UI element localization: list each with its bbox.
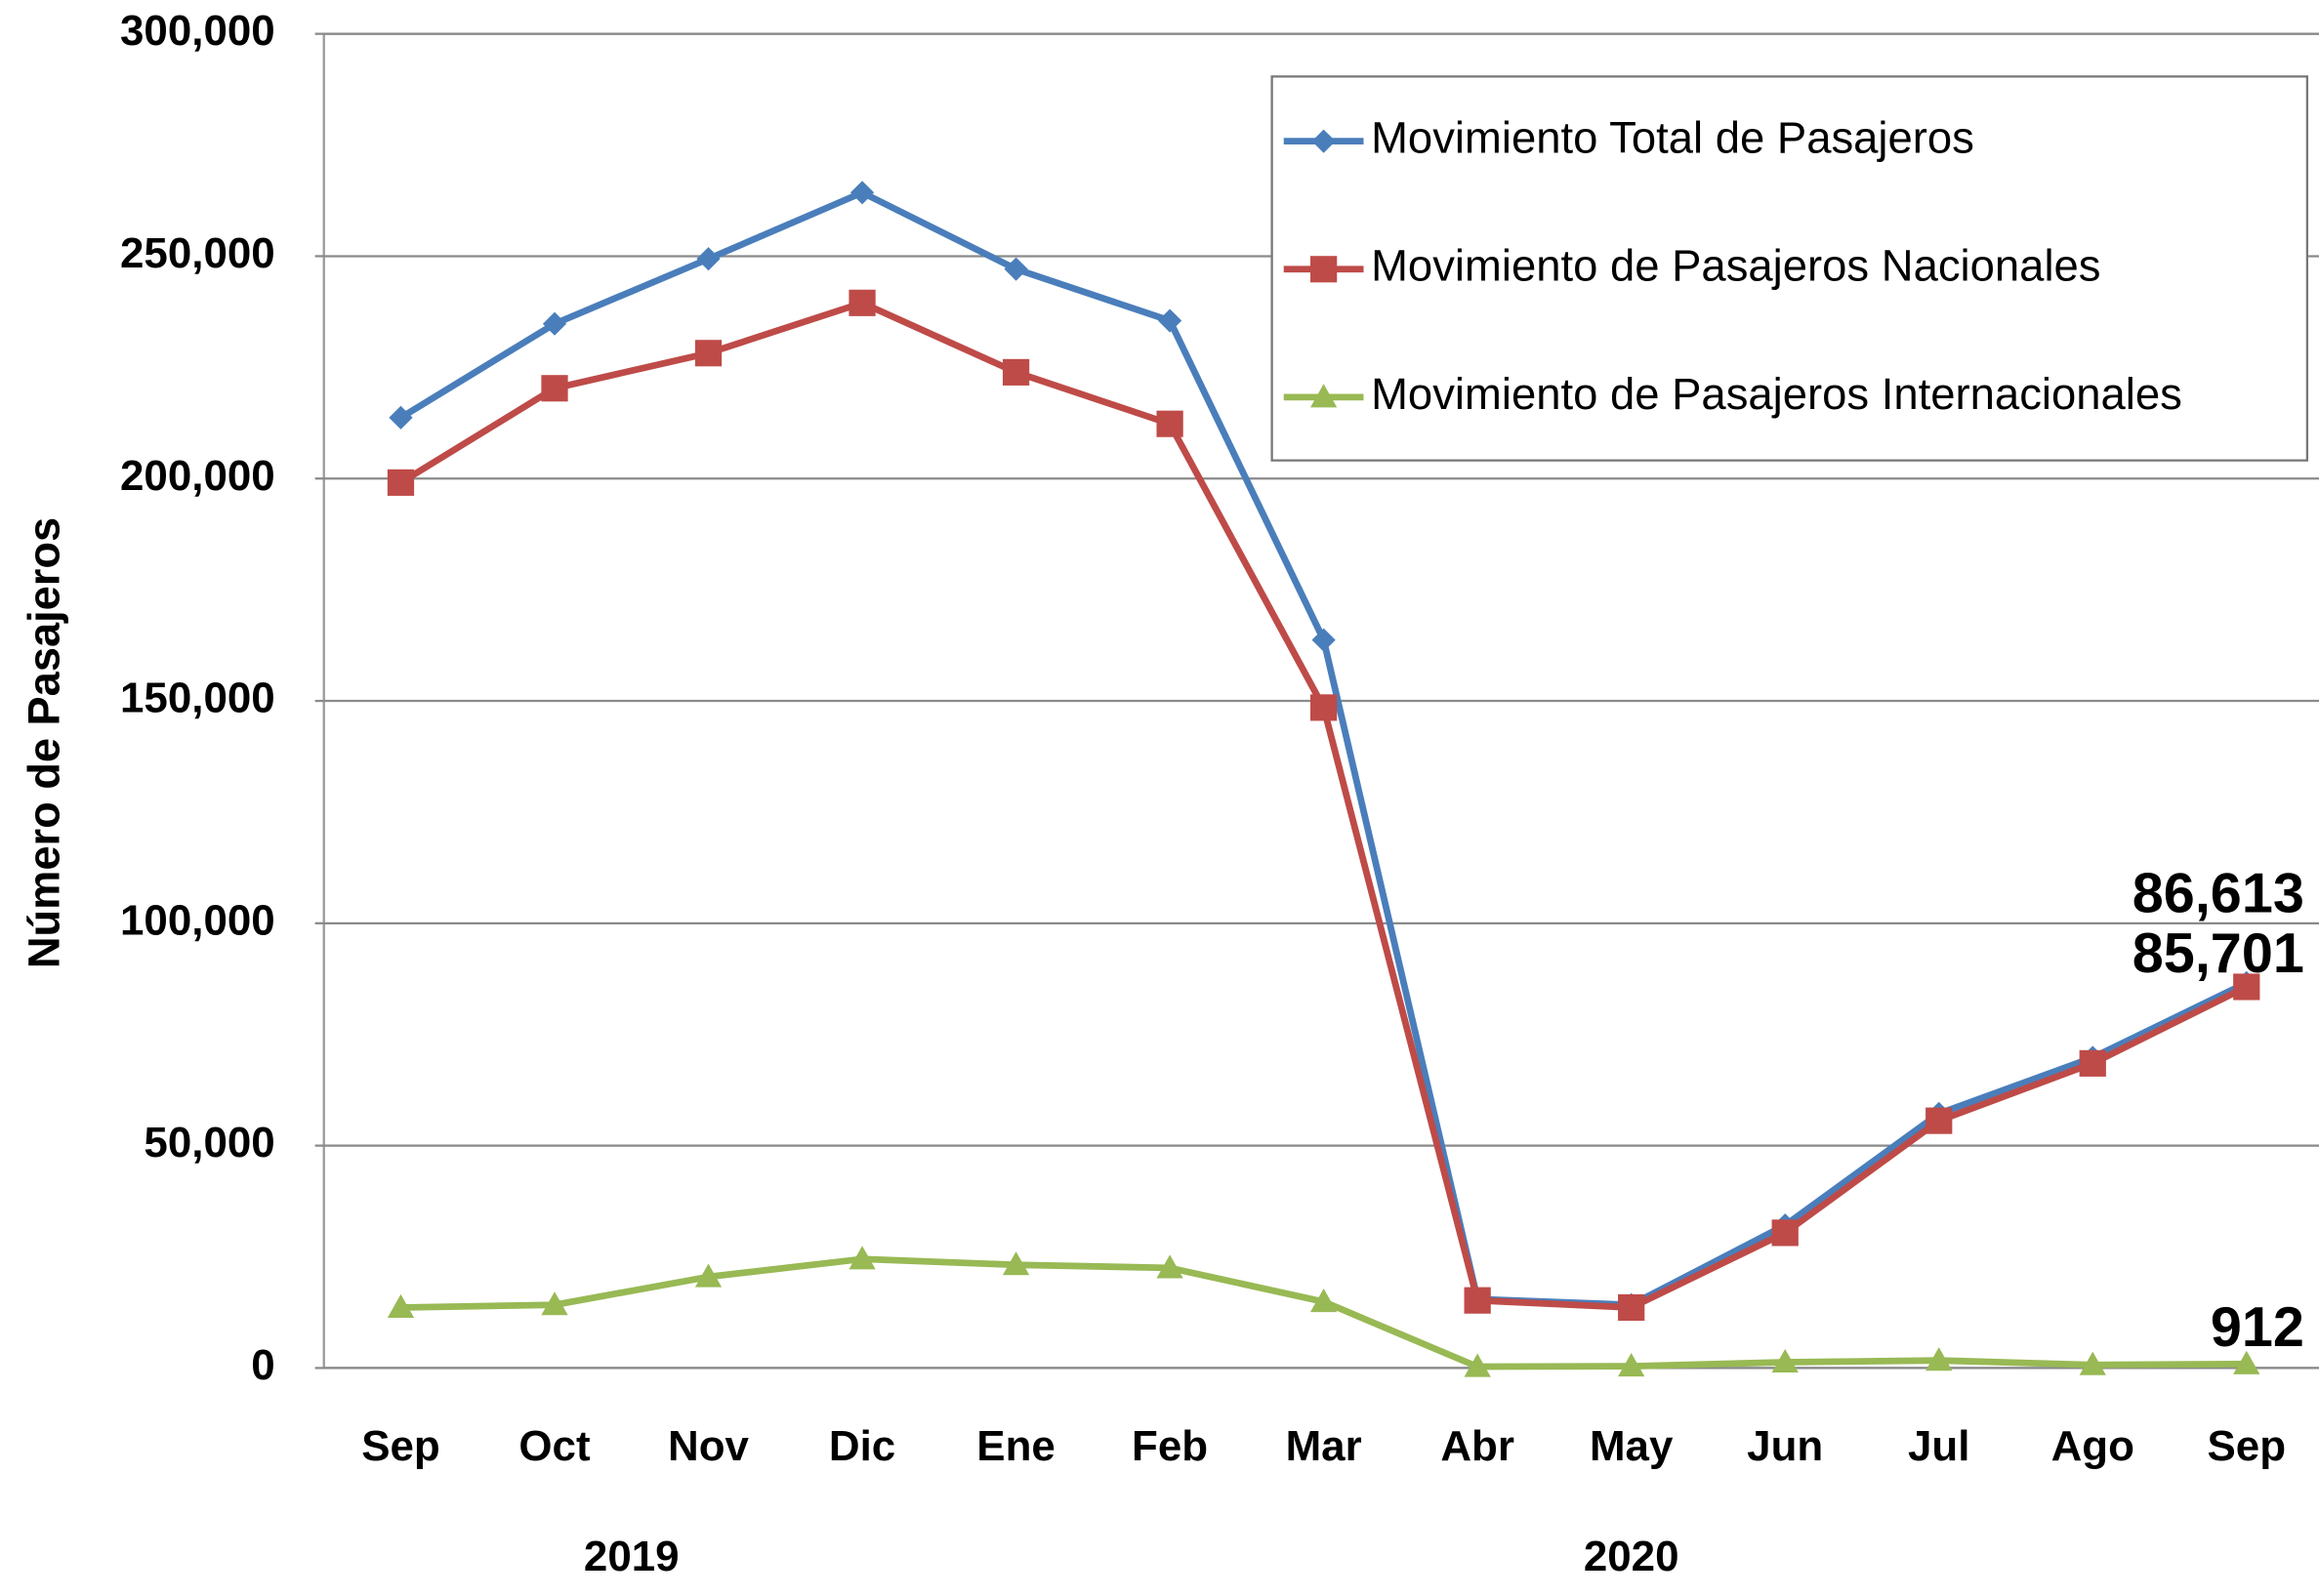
marker <box>387 469 415 496</box>
marker <box>1156 1254 1183 1279</box>
marker <box>1157 308 1182 333</box>
x-tick-label: Sep <box>361 1422 440 1470</box>
legend-label: Movimiento Total de Pasajeros <box>1371 113 1974 163</box>
x-tick-label: Abr <box>1440 1422 1514 1470</box>
marker <box>2079 1351 2106 1375</box>
marker <box>1618 1353 1645 1377</box>
marker <box>1771 1348 1799 1373</box>
marker <box>2233 1350 2260 1374</box>
marker <box>1311 628 1336 652</box>
marker <box>2079 1049 2106 1077</box>
y-tick-label: 300,000 <box>120 7 275 55</box>
y-tick-label: 0 <box>251 1341 274 1389</box>
x-tick-label: Dic <box>829 1422 895 1470</box>
y-tick-label: 100,000 <box>120 896 275 944</box>
x-tick-label: Ene <box>976 1422 1056 1470</box>
marker <box>1926 1347 1953 1371</box>
x-tick-label: Sep <box>2208 1422 2287 1470</box>
marker <box>694 340 723 367</box>
data-label: 912 <box>2211 1296 2304 1359</box>
marker <box>1309 694 1338 721</box>
x-tick-label: May <box>1590 1422 1674 1470</box>
marker <box>1926 1107 1953 1134</box>
marker <box>541 375 568 402</box>
marker <box>1464 1287 1491 1314</box>
x-tick-label: Ago <box>2051 1422 2134 1470</box>
x-tick-label: Oct <box>518 1422 591 1470</box>
y-tick-label: 200,000 <box>120 452 275 500</box>
marker <box>541 1291 568 1316</box>
x-tick-label: Nov <box>668 1422 750 1470</box>
y-tick-label: 250,000 <box>120 229 275 277</box>
marker <box>2233 973 2260 1001</box>
marker <box>1311 129 1336 153</box>
marker <box>1771 1219 1799 1247</box>
x-group-label: 2020 <box>1584 1533 1679 1580</box>
marker <box>1618 1293 1645 1322</box>
marker <box>1309 384 1338 408</box>
marker <box>849 289 876 316</box>
marker <box>696 247 721 271</box>
y-axis-label: Número de Pasajeros <box>19 517 68 968</box>
legend-label: Movimiento de Pasajeros Nacionales <box>1371 241 2100 291</box>
marker <box>1309 256 1338 283</box>
marker <box>1156 410 1183 437</box>
marker <box>389 405 413 430</box>
y-tick-label: 150,000 <box>120 675 275 722</box>
marker <box>542 311 567 336</box>
legend-box <box>1270 75 2309 462</box>
data-label: 85,701 <box>2133 922 2304 985</box>
marker <box>1002 1251 1030 1276</box>
marker <box>849 181 875 205</box>
x-tick-label: Jul <box>1908 1422 1969 1470</box>
legend-label: Movimiento de Pasajeros Internacionales <box>1371 369 2182 419</box>
marker <box>1309 1288 1338 1313</box>
y-tick-label: 50,000 <box>144 1119 274 1166</box>
series-line <box>400 1255 2247 1371</box>
x-tick-label: Feb <box>1132 1422 1208 1470</box>
marker <box>1464 1353 1491 1377</box>
x-tick-label: Jun <box>1747 1422 1823 1470</box>
marker <box>1004 257 1028 281</box>
x-tick-label: Mar <box>1286 1422 1362 1470</box>
marker <box>694 1263 723 1288</box>
marker <box>1002 358 1030 386</box>
marker <box>387 1293 415 1319</box>
x-group-label: 2019 <box>584 1533 680 1580</box>
data-label: 86,613 <box>2133 863 2304 925</box>
marker <box>849 1246 876 1270</box>
